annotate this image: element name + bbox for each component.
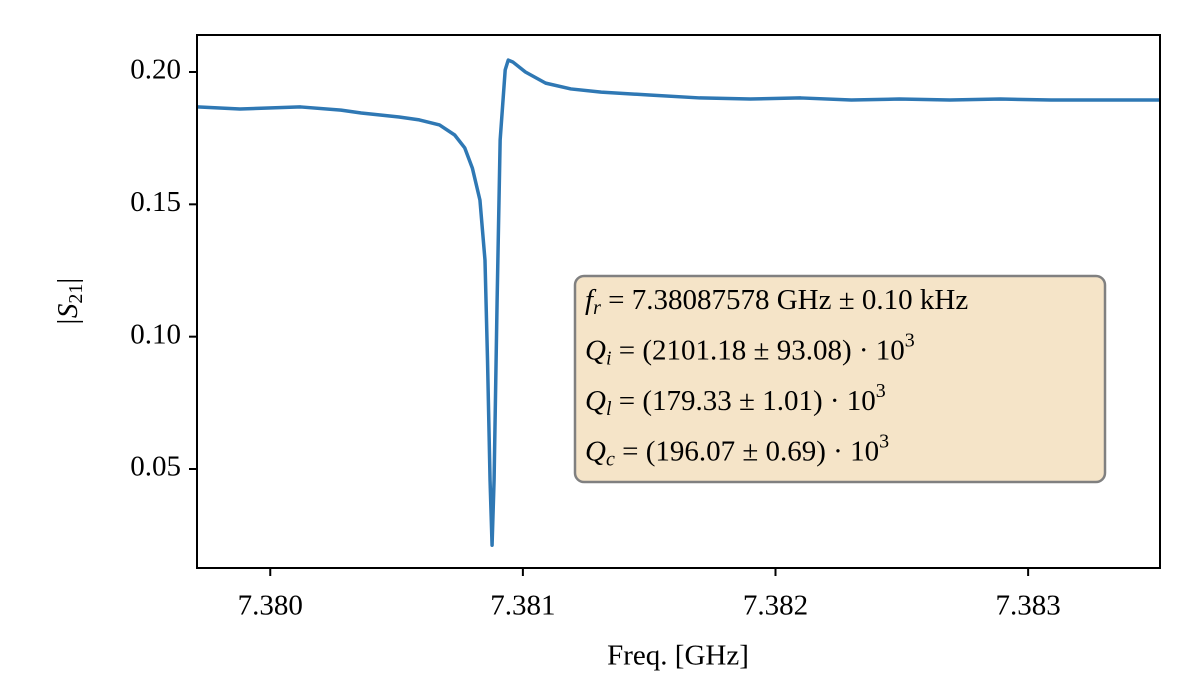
annotation-expression: = (179.33 ± 1.01) · 10 bbox=[612, 385, 876, 417]
y-label-subscript: 21 bbox=[65, 284, 87, 304]
y-tick-label: 0.05 bbox=[130, 451, 181, 483]
annotation-superscript: 3 bbox=[876, 380, 886, 402]
annotation-line: fr = 7.38087578 GHz ± 0.10 kHz bbox=[585, 284, 968, 319]
annotation-subscript: l bbox=[606, 398, 612, 420]
annotation-expression: = (2101.18 ± 93.08) · 10 bbox=[612, 334, 905, 366]
x-tick-label: 7.381 bbox=[490, 590, 555, 622]
annotation-box bbox=[573, 274, 1107, 484]
y-tick-label: 0.10 bbox=[130, 318, 181, 350]
y-tick-label: 0.15 bbox=[130, 186, 181, 218]
annotation-symbol: Q bbox=[585, 385, 606, 417]
annotation-superscript: 3 bbox=[905, 329, 915, 351]
annotation-expression: = (196.07 ± 0.69) · 10 bbox=[615, 435, 879, 467]
plot-frame bbox=[196, 34, 1161, 569]
annotation-subscript: r bbox=[593, 297, 601, 319]
x-tick-label: 7.383 bbox=[996, 590, 1061, 622]
annotation-line: Ql = (179.33 ± 1.01) · 103 bbox=[585, 380, 886, 420]
y-axis-label: |S21| bbox=[52, 278, 87, 326]
data-line bbox=[197, 58, 1160, 547]
x-tick-label: 7.382 bbox=[743, 590, 808, 622]
annotation-subscript: i bbox=[606, 347, 612, 369]
annotation-symbol: Q bbox=[585, 435, 606, 467]
annotation-subscript: c bbox=[606, 448, 615, 470]
annotation-line: Qi = (2101.18 ± 93.08) · 103 bbox=[585, 329, 915, 369]
x-tick-label: 7.380 bbox=[238, 590, 303, 622]
annotation-line: Qc = (196.07 ± 0.69) · 103 bbox=[585, 430, 889, 470]
y-label-end: | bbox=[52, 278, 84, 284]
annotation-expression: = 7.38087578 GHz ± 0.10 kHz bbox=[601, 284, 968, 316]
y-tick-label: 0.20 bbox=[130, 54, 181, 86]
x-axis-label: Freq. [GHz] bbox=[607, 640, 749, 672]
annotation-symbol: Q bbox=[585, 334, 606, 366]
annotation-superscript: 3 bbox=[879, 430, 889, 452]
y-label-text: |S bbox=[52, 303, 84, 326]
